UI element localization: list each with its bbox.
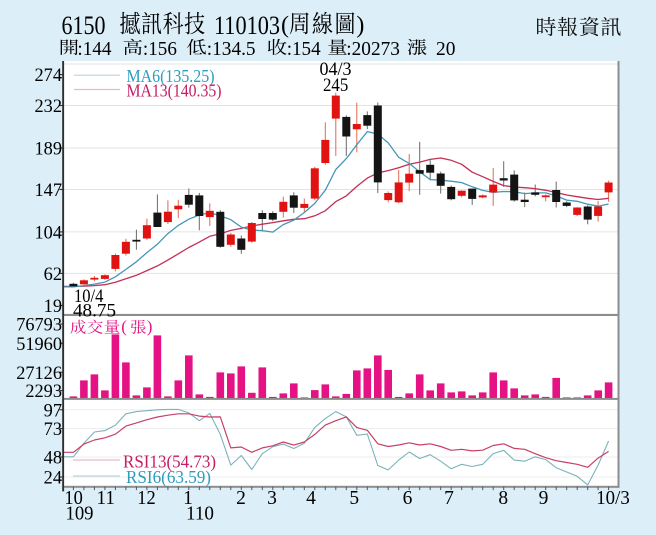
svg-text::134.5: :134.5 — [207, 38, 256, 60]
svg-text:110103: 110103 — [214, 10, 280, 40]
svg-text:11: 11 — [97, 488, 115, 509]
svg-text:48.75: 48.75 — [73, 302, 116, 322]
svg-text:(: ( — [121, 317, 127, 336]
svg-text::144: :144 — [77, 38, 111, 60]
svg-text:MA6(135.25): MA6(135.25) — [127, 66, 215, 87]
svg-text:3: 3 — [267, 488, 277, 509]
svg-text:): ) — [356, 13, 364, 39]
svg-text::20273: :20273 — [346, 38, 400, 60]
svg-text:147: 147 — [35, 180, 63, 201]
svg-text:7: 7 — [444, 488, 454, 509]
svg-text:27126: 27126 — [16, 363, 62, 384]
svg-text:189: 189 — [35, 139, 62, 160]
svg-text:6: 6 — [403, 488, 413, 509]
svg-text::156: :156 — [143, 38, 177, 60]
svg-text:RSI6(63.59): RSI6(63.59) — [126, 467, 211, 488]
svg-text:48: 48 — [44, 448, 62, 469]
svg-text:12: 12 — [137, 488, 155, 509]
svg-text:4: 4 — [306, 488, 316, 509]
svg-text:10/4: 10/4 — [74, 287, 103, 307]
svg-text:5: 5 — [349, 488, 359, 509]
svg-text:(: ( — [281, 13, 289, 39]
svg-text:232: 232 — [35, 96, 62, 117]
svg-text:24: 24 — [44, 468, 63, 489]
svg-text:97: 97 — [44, 400, 63, 421]
svg-text::154: :154 — [287, 38, 321, 60]
svg-text:1: 1 — [183, 488, 193, 509]
svg-text:110: 110 — [186, 504, 214, 525]
svg-text:10/3: 10/3 — [596, 488, 630, 509]
svg-text:73: 73 — [44, 419, 62, 440]
svg-text:274: 274 — [35, 65, 63, 86]
svg-text:04/3: 04/3 — [320, 60, 352, 80]
svg-text:2: 2 — [236, 488, 246, 509]
svg-text:245: 245 — [323, 76, 348, 96]
svg-text:6150: 6150 — [62, 10, 106, 40]
svg-text:9: 9 — [539, 488, 549, 509]
svg-text:10: 10 — [64, 488, 82, 509]
svg-text:62: 62 — [44, 264, 62, 285]
svg-text:109: 109 — [66, 504, 94, 525]
svg-text:19: 19 — [44, 296, 62, 317]
svg-text:20: 20 — [436, 38, 455, 60]
svg-text:2293: 2293 — [25, 381, 62, 402]
svg-text:8: 8 — [498, 488, 508, 509]
svg-text:104: 104 — [35, 222, 63, 243]
svg-text:MA13(140.35): MA13(140.35) — [127, 81, 222, 102]
svg-text:RSI13(54.73): RSI13(54.73) — [123, 451, 216, 472]
svg-text:76793: 76793 — [16, 315, 62, 336]
svg-text:): ) — [147, 317, 153, 336]
svg-text:51960: 51960 — [16, 334, 62, 355]
